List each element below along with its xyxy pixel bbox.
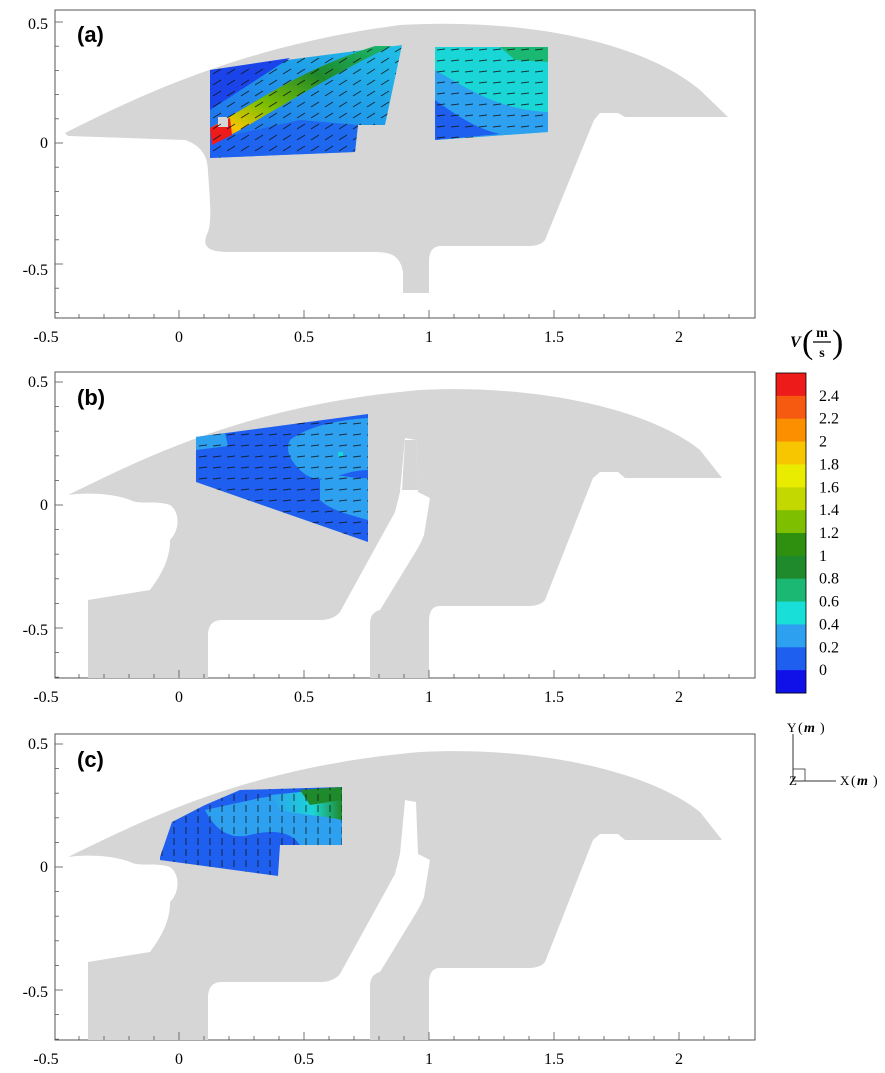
flow-field-front bbox=[160, 787, 342, 876]
panel-label-c: (c) bbox=[77, 747, 104, 772]
y-axis: 0.5 0 -0.5 bbox=[23, 736, 48, 1001]
x-tick-label: 1.5 bbox=[544, 329, 564, 346]
y-axis-unit-paren: ( bbox=[798, 721, 803, 736]
x-axis-unit: m bbox=[857, 774, 868, 789]
colorbar-symbol: V bbox=[790, 334, 802, 351]
colorbar-unit-numerator: m bbox=[816, 326, 828, 341]
x-tick-label: 0 bbox=[175, 329, 183, 346]
z-axis-letter: Z bbox=[789, 773, 797, 788]
y-tick-label: -0.5 bbox=[23, 984, 48, 1001]
y-axis: 0.5 0 -0.5 bbox=[23, 16, 48, 279]
y-axis-unit-paren: ) bbox=[820, 721, 825, 736]
x-axis-unit-paren: ) bbox=[873, 774, 878, 789]
colorbar-paren-open: ( bbox=[802, 324, 813, 361]
y-tick-label: 0.5 bbox=[28, 374, 48, 391]
colorbar-unit-denominator: s bbox=[819, 346, 825, 361]
colorbar-bands bbox=[776, 373, 806, 694]
colorbar-level-label: 0 bbox=[819, 662, 827, 679]
panel-a: (a) -0.5 0 0.5 1 1.5 2 0.5 0 -0.5 bbox=[23, 9, 756, 346]
colorbar-level-label: 1.6 bbox=[819, 479, 839, 496]
x-axis-letter: X bbox=[840, 773, 850, 788]
x-tick-label: 0.5 bbox=[294, 329, 314, 346]
x-tick-label: 1 bbox=[425, 689, 433, 706]
panel-c: (c) -0.5 0 0.5 1 1.5 2 0.5 0 -0.5 bbox=[23, 733, 756, 1068]
colorbar-band bbox=[776, 395, 806, 420]
colorbar-band bbox=[776, 578, 806, 603]
y-tick-label: -0.5 bbox=[23, 622, 48, 639]
colorbar-band bbox=[776, 601, 806, 625]
colorbar-level-label: 2.2 bbox=[819, 411, 839, 428]
colorbar-level-label: 0.2 bbox=[819, 639, 839, 656]
colorbar-level-label: 0.4 bbox=[819, 616, 839, 633]
colorbar-level-label: 2.4 bbox=[819, 388, 839, 405]
x-tick-label: 0.5 bbox=[294, 1051, 314, 1068]
colorbar-level-label: 2 bbox=[819, 434, 827, 451]
colorbar-band bbox=[776, 418, 806, 443]
y-tick-label: 0 bbox=[40, 135, 48, 152]
x-axis: -0.5 0 0.5 1 1.5 2 bbox=[33, 1051, 683, 1068]
panel-label-b: (b) bbox=[77, 385, 105, 410]
x-tick-label: 1 bbox=[425, 1051, 433, 1068]
colorbar-band bbox=[776, 487, 806, 511]
y-axis: 0.5 0 -0.5 bbox=[23, 374, 48, 639]
panel-label-a: (a) bbox=[77, 22, 104, 47]
x-axis-unit-paren: ( bbox=[851, 774, 856, 789]
colorbar-band bbox=[776, 441, 806, 465]
y-axis-unit: m bbox=[804, 721, 815, 736]
y-tick-label: 0.5 bbox=[28, 736, 48, 753]
y-tick-label: 0.5 bbox=[28, 16, 48, 33]
colorbar-band bbox=[776, 464, 806, 488]
colorbar: V ( m s ) 2.4 2.2 2 1.8 1.6 1.4 1.2 1 0.8 0.6 0.4 0… bbox=[775, 324, 843, 694]
tick-marks bbox=[55, 21, 730, 1040]
colorbar-labels: 2.4 2.2 2 1.8 1.6 1.4 1.2 1 0.8 0.6 0.4 0.2 0 bbox=[819, 388, 839, 679]
flow-field-front bbox=[210, 45, 402, 158]
y-tick-label: -0.5 bbox=[23, 262, 48, 279]
axis-indicator: Y ( m ) Z X ( m ) bbox=[787, 720, 878, 789]
colorbar-band bbox=[776, 555, 806, 580]
x-axis: -0.5 0 0.5 1 1.5 2 bbox=[33, 329, 683, 346]
y-tick-label: 0 bbox=[40, 497, 48, 514]
x-tick-label: 1.5 bbox=[544, 1051, 564, 1068]
colorbar-level-label: 0.6 bbox=[819, 594, 839, 611]
y-tick-label: 0 bbox=[40, 859, 48, 876]
x-tick-label: -0.5 bbox=[33, 689, 58, 706]
x-tick-label: 0 bbox=[175, 1051, 183, 1068]
x-tick-label: -0.5 bbox=[33, 1051, 58, 1068]
x-tick-label: -0.5 bbox=[33, 329, 58, 346]
colorbar-level-label: 1.8 bbox=[819, 456, 839, 473]
y-axis-letter: Y bbox=[787, 720, 797, 735]
colorbar-paren-close: ) bbox=[832, 324, 843, 361]
colorbar-level-label: 1.2 bbox=[819, 525, 839, 542]
x-tick-label: 2 bbox=[675, 689, 683, 706]
colorbar-band bbox=[776, 647, 806, 671]
colorbar-band bbox=[776, 670, 806, 694]
x-tick-label: 1.5 bbox=[544, 689, 564, 706]
origin-box bbox=[792, 768, 806, 782]
x-tick-label: 0.5 bbox=[294, 689, 314, 706]
flow-field-rear bbox=[435, 47, 548, 140]
colorbar-frame bbox=[775, 372, 807, 694]
x-tick-label: 1 bbox=[425, 329, 433, 346]
colorbar-band bbox=[776, 373, 806, 397]
colorbar-band bbox=[776, 624, 806, 648]
x-tick-label: 2 bbox=[675, 329, 683, 346]
colorbar-level-label: 1.4 bbox=[819, 502, 839, 519]
colorbar-level-label: 0.8 bbox=[819, 571, 839, 588]
x-tick-label: 0 bbox=[175, 689, 183, 706]
colorbar-band bbox=[776, 510, 806, 534]
colorbar-level-label: 1 bbox=[819, 548, 827, 565]
flow-field-front bbox=[196, 414, 368, 542]
colorbar-band bbox=[776, 533, 806, 557]
x-tick-label: 2 bbox=[675, 1051, 683, 1068]
x-axis: -0.5 0 0.5 1 1.5 2 bbox=[33, 689, 683, 706]
panel-b: (b) -0.5 0 0.5 1 1.5 2 0.5 0 -0.5 bbox=[23, 371, 756, 706]
